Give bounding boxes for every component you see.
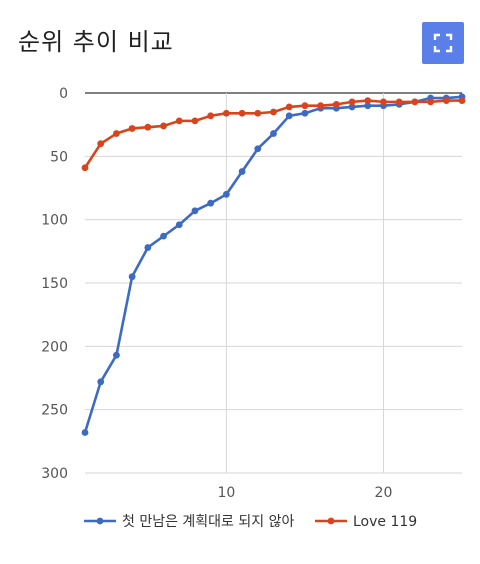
y-tick-label: 50	[50, 149, 68, 165]
data-point	[144, 123, 152, 131]
data-point	[175, 221, 183, 229]
data-point	[113, 130, 120, 137]
legend-item-1: 첫 만남은 계획대로 되지 않아	[84, 514, 294, 530]
y-tick-label: 100	[41, 213, 68, 229]
data-point	[160, 122, 167, 130]
data-point	[364, 102, 372, 110]
data-point	[113, 351, 120, 359]
data-point	[285, 103, 293, 111]
legend-swatch-dot	[327, 517, 335, 525]
data-point	[332, 101, 340, 108]
y-tick-label: 0	[59, 86, 68, 102]
data-point	[222, 190, 230, 198]
chart-title: 순위 추이 비교	[18, 28, 174, 56]
y-tick-label: 150	[41, 276, 68, 292]
y-tick-label: 300	[41, 466, 68, 482]
data-point	[458, 97, 466, 104]
data-point	[97, 378, 105, 386]
data-point	[207, 199, 215, 207]
series-line	[83, 95, 463, 433]
data-point	[144, 244, 152, 251]
x-tick-label: 10	[217, 485, 235, 501]
data-point	[160, 232, 167, 240]
series-2	[81, 97, 466, 172]
data-point	[128, 125, 136, 132]
fullscreen-button[interactable]	[422, 22, 464, 64]
y-tick-label: 200	[41, 339, 68, 355]
data-point	[348, 98, 356, 106]
data-point	[254, 109, 262, 117]
data-point	[191, 207, 199, 215]
data-point	[301, 109, 309, 117]
data-point	[175, 117, 183, 125]
data-point	[348, 103, 356, 111]
fullscreen-icon	[433, 33, 453, 53]
data-point	[128, 273, 136, 281]
data-point	[442, 97, 450, 104]
data-point	[285, 112, 293, 120]
x-tick-label: 20	[375, 485, 393, 501]
data-point	[364, 97, 372, 104]
data-point	[411, 98, 419, 106]
data-point	[207, 112, 215, 120]
data-point	[222, 109, 230, 117]
data-point	[81, 164, 89, 172]
data-point	[97, 140, 105, 148]
series-1	[81, 93, 466, 436]
data-point	[380, 98, 387, 106]
data-point	[254, 145, 262, 153]
legend-item-2: Love 119	[315, 514, 417, 530]
data-point	[81, 429, 89, 436]
legend-label: Love 119	[353, 514, 417, 530]
data-point	[238, 109, 246, 117]
data-point	[301, 102, 309, 110]
data-point	[395, 98, 403, 106]
legend-swatch-dot	[96, 517, 104, 525]
legend-label: 첫 만남은 계획대로 되지 않아	[122, 514, 294, 530]
data-point	[270, 130, 277, 137]
y-tick-label: 250	[41, 403, 68, 419]
data-point	[317, 102, 325, 110]
data-point	[191, 117, 199, 125]
data-point	[238, 168, 246, 175]
data-point	[427, 98, 434, 106]
data-point	[270, 108, 277, 116]
